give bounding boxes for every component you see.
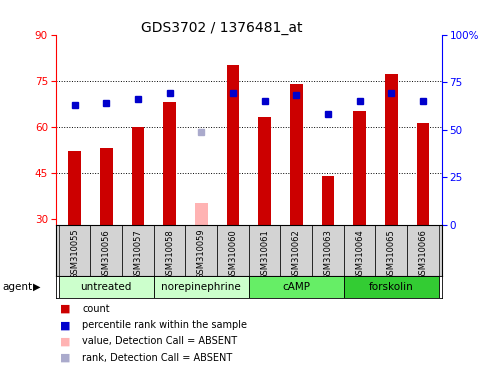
Text: GSM310061: GSM310061 [260,229,269,280]
Bar [407,225,439,276]
Bar [185,225,217,276]
Text: ▶: ▶ [33,282,41,292]
Bar [154,276,249,298]
Text: agent: agent [2,282,32,292]
Text: GDS3702 / 1376481_at: GDS3702 / 1376481_at [142,21,303,35]
Bar [100,148,113,225]
Text: ■: ■ [60,304,71,314]
Bar [154,225,185,276]
Bar [322,175,334,225]
Bar [68,151,81,225]
Text: ■: ■ [60,336,71,346]
Text: GSM310059: GSM310059 [197,229,206,280]
Bar [90,225,122,276]
Bar [353,111,366,225]
Text: GSM310063: GSM310063 [324,229,332,280]
Text: norepinephrine: norepinephrine [161,282,241,292]
Text: cAMP: cAMP [282,282,310,292]
Text: value, Detection Call = ABSENT: value, Detection Call = ABSENT [82,336,237,346]
Text: rank, Detection Call = ABSENT: rank, Detection Call = ABSENT [82,353,232,362]
Text: GSM310060: GSM310060 [228,229,238,280]
Text: GSM310055: GSM310055 [70,229,79,280]
Bar [163,102,176,225]
Bar [59,225,90,276]
Text: untreated: untreated [81,282,132,292]
Text: GSM310066: GSM310066 [418,229,427,280]
Text: forskolin: forskolin [369,282,413,292]
Bar [249,225,281,276]
Bar [344,276,439,298]
Bar [227,65,239,225]
Bar [375,225,407,276]
Text: GSM310064: GSM310064 [355,229,364,280]
Text: GSM310062: GSM310062 [292,229,301,280]
Bar [290,84,302,225]
Bar [417,124,429,225]
Text: percentile rank within the sample: percentile rank within the sample [82,320,247,330]
Bar [131,127,144,225]
Text: count: count [82,304,110,314]
Bar [258,118,271,225]
Text: ■: ■ [60,353,71,362]
Bar [249,276,344,298]
Bar [312,225,344,276]
Bar [122,225,154,276]
Text: ■: ■ [60,320,71,330]
Bar [281,225,312,276]
Text: GSM310058: GSM310058 [165,229,174,280]
Bar [59,276,154,298]
Text: GSM310057: GSM310057 [133,229,142,280]
Bar [385,74,398,225]
Text: GSM310056: GSM310056 [102,229,111,280]
Bar [195,203,208,225]
Bar [344,225,375,276]
Text: GSM310065: GSM310065 [387,229,396,280]
Bar [217,225,249,276]
